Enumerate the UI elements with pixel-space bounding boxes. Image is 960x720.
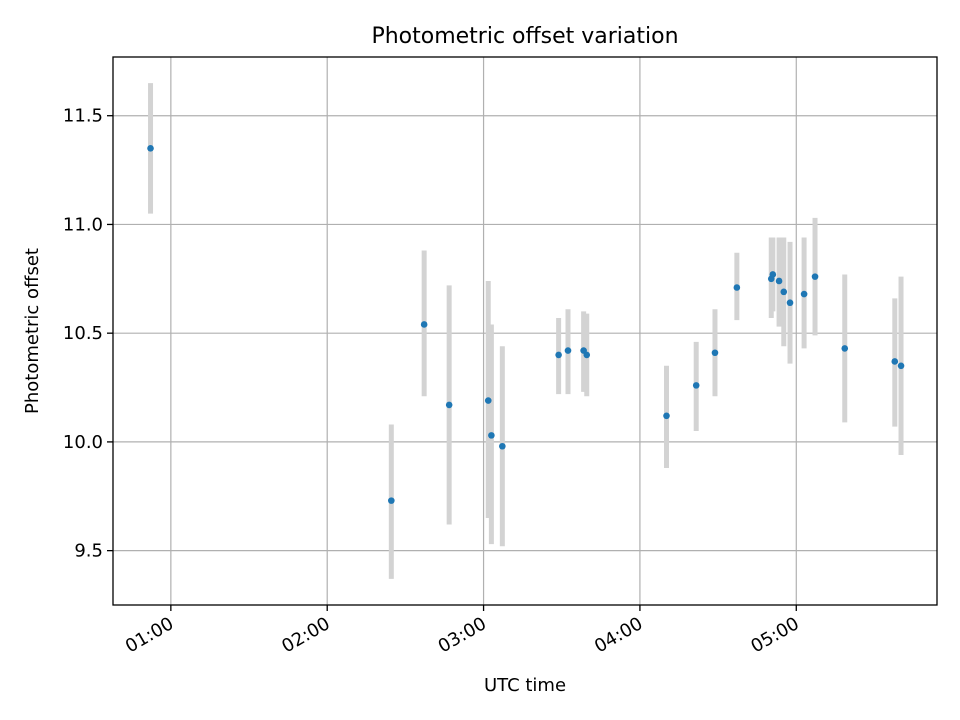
grid-lines bbox=[113, 57, 937, 605]
data-point bbox=[811, 273, 819, 280]
chart-title: Photometric offset variation bbox=[371, 24, 678, 49]
data-point bbox=[663, 412, 670, 420]
data-point bbox=[555, 351, 562, 359]
data-point bbox=[780, 288, 788, 296]
y-tick-label: 11.5 bbox=[63, 106, 103, 127]
data-point bbox=[769, 271, 777, 278]
data-point bbox=[786, 299, 794, 307]
x-tick-label: 04:00 bbox=[591, 613, 646, 657]
y-axis-label: Photometric offset bbox=[22, 248, 43, 414]
x-axis-label: UTC time bbox=[484, 675, 566, 696]
x-tick-label: 05:00 bbox=[747, 613, 802, 657]
data-point bbox=[733, 284, 741, 291]
data-point bbox=[499, 442, 506, 450]
data-point bbox=[147, 145, 154, 152]
x-tick-label: 03:00 bbox=[435, 613, 490, 657]
y-tick-label: 10.0 bbox=[63, 432, 103, 453]
y-tick-label: 9.5 bbox=[74, 541, 103, 562]
y-tick-label: 10.5 bbox=[63, 323, 103, 344]
data-point bbox=[692, 382, 700, 389]
data-point bbox=[800, 290, 808, 298]
error-bars bbox=[148, 83, 904, 579]
y-axis: 9.5 10.0 10.5 11.0 11.5 bbox=[63, 106, 113, 562]
data-point bbox=[891, 358, 899, 365]
data-point bbox=[420, 321, 428, 328]
x-tick-label: 02:00 bbox=[278, 613, 333, 657]
x-axis: 01:00 02:00 03:00 04:00 05:00 bbox=[122, 605, 803, 657]
data-point bbox=[841, 345, 849, 352]
data-point bbox=[775, 277, 783, 285]
data-point bbox=[388, 497, 395, 504]
data-point bbox=[897, 362, 905, 370]
plot-frame bbox=[112, 56, 938, 606]
data-point bbox=[564, 347, 572, 354]
data-point bbox=[484, 397, 492, 404]
data-point bbox=[583, 351, 591, 359]
data-point bbox=[711, 349, 719, 357]
data-point bbox=[445, 401, 453, 409]
data-point bbox=[488, 432, 495, 439]
data-points bbox=[147, 145, 905, 504]
x-tick-label: 01:00 bbox=[122, 613, 177, 657]
y-tick-label: 11.0 bbox=[63, 214, 103, 235]
